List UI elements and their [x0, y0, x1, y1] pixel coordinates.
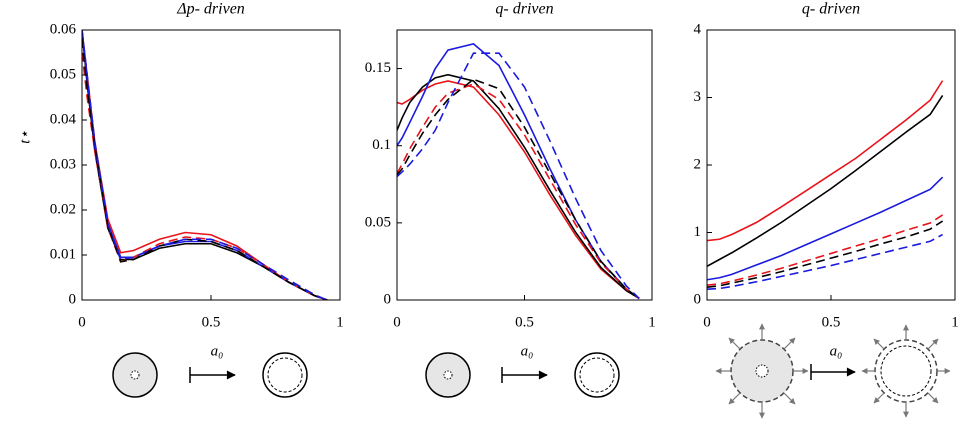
y-tick-label: 1 [694, 224, 702, 240]
x-tick-label: 0 [393, 314, 401, 330]
arrow-label: a₀ [211, 343, 224, 359]
y-tick-label: 0.05 [50, 66, 76, 82]
y-tick-label: 0 [694, 291, 702, 307]
series-line [707, 214, 944, 286]
plot-area [397, 30, 652, 300]
x-tick-label: 1 [951, 314, 959, 330]
x-tick-label: 1 [336, 314, 344, 330]
x-tick-label: 0.5 [515, 314, 534, 330]
lines [707, 80, 944, 290]
series-line [397, 80, 640, 300]
chart-title: Δp- driven [176, 1, 245, 18]
y-axis-label: t⋆ [17, 130, 33, 144]
series-line [707, 80, 944, 242]
series-line [707, 220, 944, 288]
x-tick-label: 1 [648, 314, 656, 330]
y-tick-label: 0 [69, 291, 77, 307]
y-tick-label: 0.01 [50, 246, 76, 262]
x-tick-label: 0.5 [202, 314, 221, 330]
y-tick-label: 0.04 [50, 111, 77, 127]
icons-3 [715, 323, 951, 419]
y-tick-label: 4 [694, 21, 702, 37]
y-tick-label: 2 [694, 156, 702, 172]
y-tick-label: 0 [384, 291, 392, 307]
icons-2 [425, 352, 620, 398]
series-line [707, 95, 944, 267]
x-tick-label: 0 [78, 314, 86, 330]
series-line [397, 73, 640, 300]
plot-area [82, 30, 340, 300]
series-line [397, 83, 640, 300]
chart-title: q- driven [802, 1, 860, 18]
series-line [82, 30, 328, 300]
series-line [707, 176, 944, 281]
lines [82, 30, 328, 300]
icons-1 [112, 352, 308, 398]
series-line [707, 233, 943, 290]
arrow-label: a₀ [830, 343, 843, 359]
x-tick-label: 0 [703, 314, 711, 330]
x-tick-label: 0.5 [822, 314, 841, 330]
plot-area [707, 30, 955, 300]
chart-title: q- driven [495, 1, 553, 18]
y-tick-label: 0.15 [365, 60, 391, 76]
series-line [397, 52, 640, 300]
lines [397, 43, 640, 300]
y-tick-label: 0.02 [50, 201, 76, 217]
y-tick-label: 0.1 [372, 137, 391, 153]
series-line [397, 78, 640, 300]
y-tick-label: 0.03 [50, 156, 76, 172]
y-tick-label: 0.05 [365, 214, 391, 230]
arrow-label: a₀ [521, 343, 534, 359]
panel: 0 0.05 0.1 0.15 0 0.5 1 q- driven a₀ [365, 1, 656, 360]
panel: 0 1 2 3 4 0 0.5 1 q- driven a₀ [694, 1, 959, 360]
y-tick-label: 0.06 [50, 21, 77, 37]
panel: 0 0.01 0.02 0.03 0.04 0.05 0.06 0 0.5 1 Δp- driven… [17, 1, 343, 360]
y-tick-label: 3 [694, 89, 702, 105]
